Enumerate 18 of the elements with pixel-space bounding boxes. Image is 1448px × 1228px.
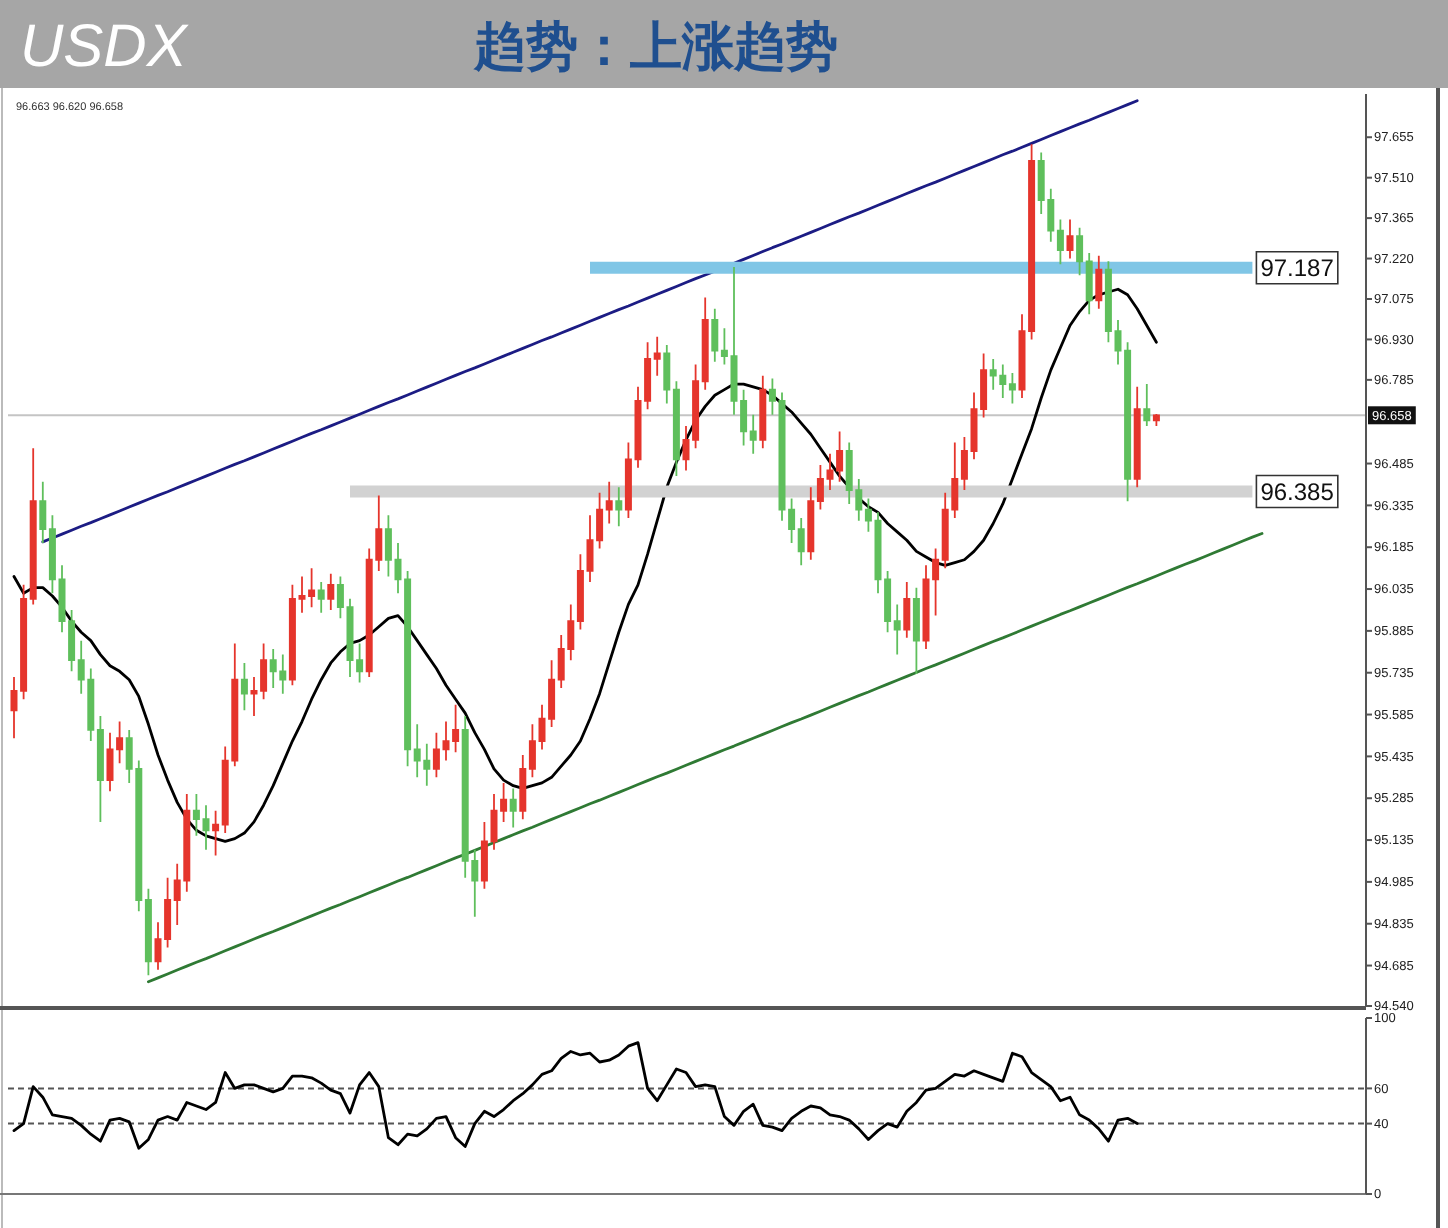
candlestick [509,787,517,829]
candlestick [903,581,911,639]
candlestick [615,486,623,528]
candlestick [1066,218,1074,260]
line-series [12,1041,1139,1150]
candlestick [327,572,335,611]
candlestick [1095,254,1103,310]
candlestick [759,374,767,450]
candlestick [240,662,248,712]
candlestick [912,586,920,676]
candlestick [1152,413,1160,427]
candlestick [1133,385,1141,489]
line-series [147,532,1264,984]
chart-title: USDX [20,14,189,80]
candlestick [1143,383,1151,427]
line-series [12,287,1158,843]
chart-subtitle: 趋势：上涨趋势 [472,18,838,78]
candlestick [317,581,325,614]
